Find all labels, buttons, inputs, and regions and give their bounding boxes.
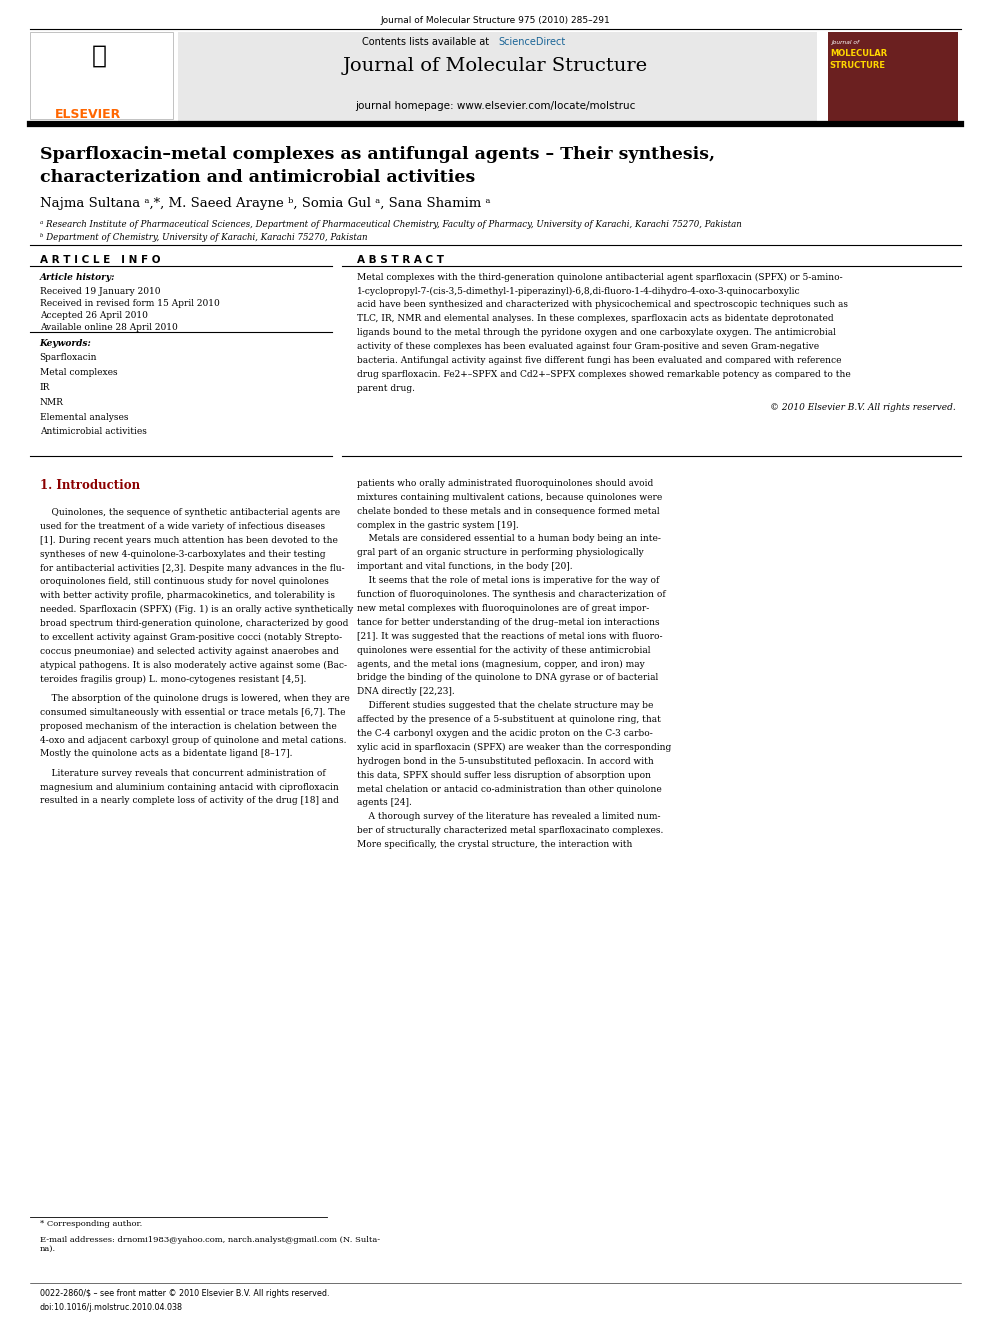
Text: The absorption of the quinolone drugs is lowered, when they are: The absorption of the quinolone drugs is… [40,693,349,703]
Text: chelate bonded to these metals and in consequence formed metal: chelate bonded to these metals and in co… [356,507,659,516]
Text: xylic acid in sparfloxacin (SPFX) are weaker than the corresponding: xylic acid in sparfloxacin (SPFX) are we… [356,742,671,751]
Text: syntheses of new 4-quinolone-3-carboxylates and their testing: syntheses of new 4-quinolone-3-carboxyla… [40,549,325,558]
Text: © 2010 Elsevier B.V. All rights reserved.: © 2010 Elsevier B.V. All rights reserved… [770,402,955,411]
Text: Metal complexes with the third-generation quinolone antibacterial agent sparflox: Metal complexes with the third-generatio… [356,273,842,282]
Text: ber of structurally characterized metal sparfloxacinato complexes.: ber of structurally characterized metal … [356,826,663,835]
Text: resulted in a nearly complete loss of activity of the drug [18] and: resulted in a nearly complete loss of ac… [40,796,338,806]
Text: 1-cyclopropyl-7-(cis-3,5-dimethyl-1-piperazinyl)-6,8,di-fluoro-1-4-dihydro-4-oxo: 1-cyclopropyl-7-(cis-3,5-dimethyl-1-pipe… [356,286,801,295]
Text: affected by the presence of a 5-substituent at quinolone ring, that: affected by the presence of a 5-substitu… [356,714,661,724]
Text: mixtures containing multivalent cations, because quinolones were: mixtures containing multivalent cations,… [356,492,662,501]
Text: Sparfloxacin–metal complexes as antifungal agents – Their synthesis,: Sparfloxacin–metal complexes as antifung… [40,146,715,163]
Text: consumed simultaneously with essential or trace metals [6,7]. The: consumed simultaneously with essential o… [40,708,345,717]
Text: agents [24].: agents [24]. [356,798,412,807]
Text: Quinolones, the sequence of synthetic antibacterial agents are: Quinolones, the sequence of synthetic an… [40,508,339,517]
Text: activity of these complexes has been evaluated against four Gram-positive and se: activity of these complexes has been eva… [356,341,818,351]
Text: coccus pneumoniae) and selected activity against anaerobes and: coccus pneumoniae) and selected activity… [40,647,338,656]
Text: gral part of an organic structure in performing physiologically: gral part of an organic structure in per… [356,548,643,557]
Text: Metals are considered essential to a human body being an inte-: Metals are considered essential to a hum… [356,534,661,544]
Text: ᵃ Research Institute of Pharmaceutical Sciences, Department of Pharmaceutical Ch: ᵃ Research Institute of Pharmaceutical S… [40,220,741,229]
Text: this data, SPFX should suffer less disruption of absorption upon: this data, SPFX should suffer less disru… [356,770,651,779]
Text: Received 19 January 2010: Received 19 January 2010 [40,287,160,296]
Text: doi:10.1016/j.molstruc.2010.04.038: doi:10.1016/j.molstruc.2010.04.038 [40,1303,183,1312]
Text: bacteria. Antifungal activity against five different fungi has been evaluated an: bacteria. Antifungal activity against fi… [356,356,841,365]
Text: Available online 28 April 2010: Available online 28 April 2010 [40,323,178,332]
Text: new metal complexes with fluoroquinolones are of great impor-: new metal complexes with fluoroquinolone… [356,603,649,613]
Text: 4-oxo and adjacent carboxyl group of quinolone and metal cations.: 4-oxo and adjacent carboxyl group of qui… [40,736,346,745]
Text: ScienceDirect: ScienceDirect [498,37,565,48]
Text: Keywords:: Keywords: [40,339,91,348]
Text: DNA directly [22,23].: DNA directly [22,23]. [356,687,454,696]
Text: tance for better understanding of the drug–metal ion interactions: tance for better understanding of the dr… [356,618,659,627]
Text: Received in revised form 15 April 2010: Received in revised form 15 April 2010 [40,299,219,308]
Text: ligands bound to the metal through the pyridone oxygen and one carboxylate oxyge: ligands bound to the metal through the p… [356,328,835,337]
Text: * Corresponding author.: * Corresponding author. [40,1220,142,1228]
Text: Journal of Molecular Structure 975 (2010) 285–291: Journal of Molecular Structure 975 (2010… [380,16,610,25]
Text: needed. Sparfloxacin (SPFX) (Fig. 1) is an orally active synthetically: needed. Sparfloxacin (SPFX) (Fig. 1) is … [40,605,353,614]
Text: Journal of Molecular Structure: Journal of Molecular Structure [342,57,648,75]
Text: patients who orally administrated fluoroquinolones should avoid: patients who orally administrated fluoro… [356,479,653,488]
Text: [21]. It was suggested that the reactions of metal ions with fluoro-: [21]. It was suggested that the reaction… [356,631,662,640]
Text: Metal complexes: Metal complexes [40,368,117,377]
Text: quinolones were essential for the activity of these antimicrobial: quinolones were essential for the activi… [356,646,650,655]
Text: drug sparfloxacin. Fe2+–SPFX and Cd2+–SPFX complexes showed remarkable potency a: drug sparfloxacin. Fe2+–SPFX and Cd2+–SP… [356,369,850,378]
Text: TLC, IR, NMR and elemental analyses. In these complexes, sparfloxacin acts as bi: TLC, IR, NMR and elemental analyses. In … [356,314,833,323]
Text: 0022-2860/$ – see front matter © 2010 Elsevier B.V. All rights reserved.: 0022-2860/$ – see front matter © 2010 El… [40,1289,329,1298]
Text: used for the treatment of a wide variety of infectious diseases: used for the treatment of a wide variety… [40,521,324,531]
Text: broad spectrum third-generation quinolone, characterized by good: broad spectrum third-generation quinolon… [40,619,348,628]
Text: important and vital functions, in the body [20].: important and vital functions, in the bo… [356,562,572,572]
Text: with better activity profile, pharmacokinetics, and tolerability is: with better activity profile, pharmacoki… [40,591,334,601]
Text: Elemental analyses: Elemental analyses [40,413,128,422]
Text: A B S T R A C T: A B S T R A C T [356,255,443,266]
Text: More specifically, the crystal structure, the interaction with: More specifically, the crystal structure… [356,840,632,849]
Text: STRUCTURE: STRUCTURE [830,61,886,70]
Text: Sparfloxacin: Sparfloxacin [40,353,97,363]
Text: IR: IR [40,382,50,392]
Text: acid have been synthesized and characterized with physicochemical and spectrosco: acid have been synthesized and character… [356,300,847,310]
Text: magnesium and aluminium containing antacid with ciprofloxacin: magnesium and aluminium containing antac… [40,782,338,791]
FancyBboxPatch shape [828,32,957,122]
Text: atypical pathogens. It is also moderately active against some (Bac-: atypical pathogens. It is also moderatel… [40,660,346,669]
Text: agents, and the metal ions (magnesium, copper, and iron) may: agents, and the metal ions (magnesium, c… [356,659,644,668]
Text: Different studies suggested that the chelate structure may be: Different studies suggested that the che… [356,701,653,710]
Text: journal homepage: www.elsevier.com/locate/molstruc: journal homepage: www.elsevier.com/locat… [355,101,635,111]
Text: Najma Sultana ᵃ,*, M. Saeed Arayne ᵇ, Somia Gul ᵃ, Sana Shamim ᵃ: Najma Sultana ᵃ,*, M. Saeed Arayne ᵇ, So… [40,197,490,210]
Text: A R T I C L E   I N F O: A R T I C L E I N F O [40,255,160,266]
Text: hydrogen bond in the 5-unsubstituted pefloxacin. In accord with: hydrogen bond in the 5-unsubstituted pef… [356,757,654,766]
Text: Journal of: Journal of [832,40,860,45]
Text: metal chelation or antacid co-administration than other quinolone: metal chelation or antacid co-administra… [356,785,662,794]
Text: Antimicrobial activities: Antimicrobial activities [40,427,147,437]
Text: 🌳: 🌳 [91,45,106,67]
Text: It seems that the role of metal ions is imperative for the way of: It seems that the role of metal ions is … [356,576,659,585]
Text: Article history:: Article history: [40,273,115,282]
Text: Mostly the quinolone acts as a bidentate ligand [8–17].: Mostly the quinolone acts as a bidentate… [40,749,292,758]
Text: Literature survey reveals that concurrent administration of: Literature survey reveals that concurren… [40,769,325,778]
Text: [1]. During recent years much attention has been devoted to the: [1]. During recent years much attention … [40,536,337,545]
FancyBboxPatch shape [30,32,174,119]
Text: A thorough survey of the literature has revealed a limited num-: A thorough survey of the literature has … [356,812,660,822]
Text: Accepted 26 April 2010: Accepted 26 April 2010 [40,311,148,320]
Text: to excellent activity against Gram-positive cocci (notably Strepto-: to excellent activity against Gram-posit… [40,632,341,642]
Text: teroides fragilis group) L. mono-cytogenes resistant [4,5].: teroides fragilis group) L. mono-cytogen… [40,675,306,684]
Text: 1. Introduction: 1. Introduction [40,479,140,492]
Text: Contents lists available at: Contents lists available at [362,37,492,48]
Text: proposed mechanism of the interaction is chelation between the: proposed mechanism of the interaction is… [40,721,336,730]
Text: characterization and antimicrobial activities: characterization and antimicrobial activ… [40,169,475,187]
Text: the C-4 carbonyl oxygen and the acidic proton on the C-3 carbo-: the C-4 carbonyl oxygen and the acidic p… [356,729,653,738]
Text: E-mail addresses: drnomi1983@yahoo.com, narch.analyst@gmail.com (N. Sulta-
na).: E-mail addresses: drnomi1983@yahoo.com, … [40,1236,380,1253]
Text: complex in the gastric system [19].: complex in the gastric system [19]. [356,520,518,529]
Text: NMR: NMR [40,398,63,406]
Text: oroquinolones field, still continuous study for novel quinolones: oroquinolones field, still continuous st… [40,577,328,586]
FancyBboxPatch shape [179,32,817,122]
Text: parent drug.: parent drug. [356,384,415,393]
Text: ᵇ Department of Chemistry, University of Karachi, Karachi 75270, Pakistan: ᵇ Department of Chemistry, University of… [40,233,367,242]
Text: function of fluoroquinolones. The synthesis and characterization of: function of fluoroquinolones. The synthe… [356,590,665,599]
Text: ELSEVIER: ELSEVIER [55,108,121,122]
Text: bridge the binding of the quinolone to DNA gyrase or of bacterial: bridge the binding of the quinolone to D… [356,673,658,683]
Text: MOLECULAR: MOLECULAR [830,49,887,58]
Text: for antibacterial activities [2,3]. Despite many advances in the flu-: for antibacterial activities [2,3]. Desp… [40,564,344,573]
